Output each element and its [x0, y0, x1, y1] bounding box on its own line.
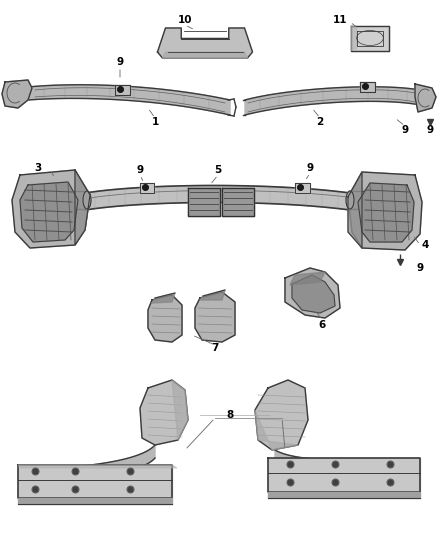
Text: 9: 9	[417, 263, 424, 273]
Polygon shape	[350, 191, 395, 209]
Text: 9: 9	[117, 57, 124, 67]
Polygon shape	[348, 172, 422, 250]
Polygon shape	[75, 170, 90, 245]
Polygon shape	[172, 380, 188, 440]
Polygon shape	[12, 170, 90, 248]
Polygon shape	[268, 492, 420, 498]
Text: 9: 9	[307, 163, 314, 173]
Polygon shape	[222, 188, 254, 216]
Polygon shape	[18, 465, 177, 468]
Polygon shape	[255, 380, 308, 450]
Polygon shape	[162, 52, 247, 58]
Polygon shape	[224, 190, 252, 214]
Text: 7: 7	[211, 343, 219, 353]
Polygon shape	[140, 183, 154, 193]
Polygon shape	[245, 87, 420, 115]
Polygon shape	[152, 293, 175, 303]
Polygon shape	[60, 445, 155, 480]
Polygon shape	[415, 84, 436, 112]
Text: 2: 2	[316, 117, 324, 127]
Polygon shape	[268, 458, 420, 492]
Polygon shape	[18, 465, 172, 498]
Polygon shape	[292, 275, 335, 313]
Polygon shape	[360, 82, 375, 92]
Text: 11: 11	[333, 15, 347, 25]
Text: 8: 8	[226, 410, 233, 420]
Polygon shape	[285, 268, 340, 318]
Polygon shape	[358, 183, 414, 242]
Polygon shape	[290, 272, 325, 285]
Polygon shape	[140, 380, 188, 445]
Polygon shape	[200, 290, 225, 300]
Text: 1: 1	[152, 117, 159, 127]
Polygon shape	[295, 183, 310, 193]
Polygon shape	[188, 188, 220, 216]
Polygon shape	[158, 28, 252, 58]
Polygon shape	[18, 498, 172, 504]
Polygon shape	[348, 172, 362, 248]
Polygon shape	[351, 26, 357, 51]
Text: 6: 6	[318, 320, 325, 330]
Polygon shape	[275, 450, 370, 473]
Polygon shape	[85, 185, 350, 210]
Text: 9: 9	[427, 125, 434, 135]
Ellipse shape	[83, 191, 91, 209]
Text: 10: 10	[178, 15, 192, 25]
Polygon shape	[2, 80, 32, 108]
Polygon shape	[195, 292, 235, 342]
Text: 3: 3	[34, 163, 42, 173]
Polygon shape	[28, 85, 230, 115]
Polygon shape	[148, 295, 182, 342]
Text: 9: 9	[402, 125, 409, 135]
Polygon shape	[42, 191, 87, 209]
Polygon shape	[255, 410, 298, 450]
Polygon shape	[115, 85, 130, 95]
Text: 4: 4	[421, 240, 429, 250]
Text: 5: 5	[214, 165, 222, 175]
Polygon shape	[20, 182, 78, 242]
Ellipse shape	[346, 191, 354, 209]
Polygon shape	[190, 190, 218, 214]
Polygon shape	[351, 26, 389, 51]
Text: 9: 9	[137, 165, 144, 175]
